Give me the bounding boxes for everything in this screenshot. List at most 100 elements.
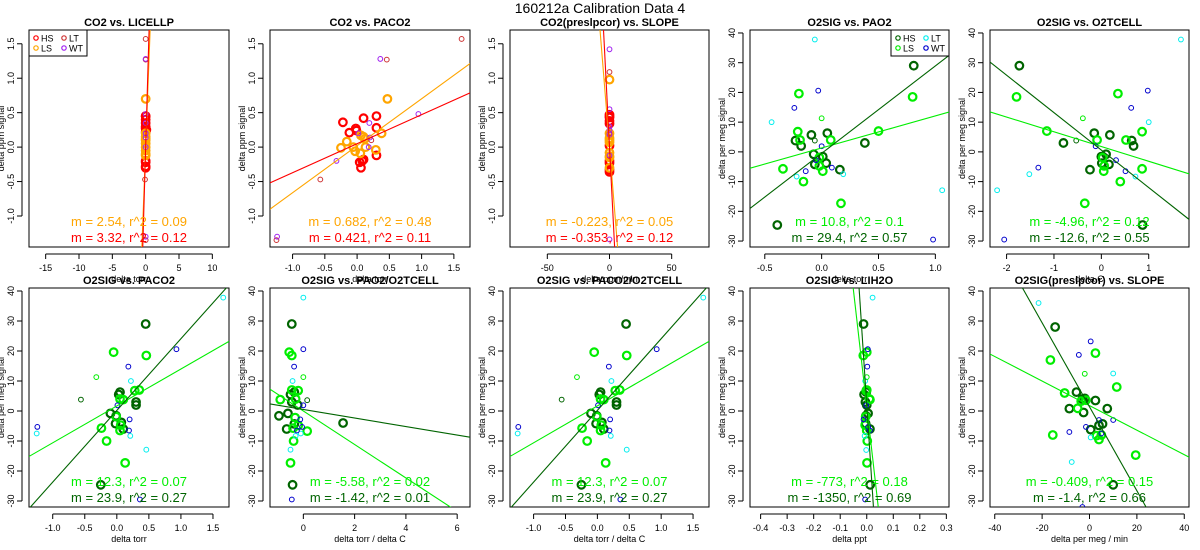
x-tick-label: 0.0 [111, 523, 124, 533]
fit-annotation: m = 3.32, r^2 = 0.12 [71, 230, 187, 245]
data-point-ls [101, 436, 112, 446]
x-tick-label: -0.4 [753, 523, 769, 533]
data-point-lt [861, 433, 868, 439]
y-axis-label: delta per meg signal [0, 357, 6, 438]
data-point-hs [809, 159, 820, 170]
y-tick-label: 0 [247, 408, 257, 413]
y-tick-label: -30 [727, 235, 737, 248]
data-point-wt [860, 416, 867, 423]
data-point-wt [274, 233, 280, 240]
data-point-ls [286, 350, 297, 361]
y-tick-label: 30 [6, 316, 16, 326]
data-point-lt [793, 173, 800, 180]
data-point-ls [285, 458, 296, 468]
y-tick-label: 10 [967, 117, 977, 127]
plot-frame [269, 287, 471, 508]
data-point-ls [795, 135, 805, 145]
legend-marker [33, 45, 39, 51]
data-point-ls [1121, 135, 1131, 145]
x-tick-label: -2 [1003, 263, 1011, 273]
data-point-wt [653, 346, 660, 353]
data-point-lt [142, 36, 149, 42]
data-point-hs [274, 410, 284, 421]
regression-line-hs [602, 30, 616, 247]
y-tick-label: -10 [6, 434, 16, 447]
y-tick-label: -20 [487, 464, 497, 477]
data-point-wt [365, 144, 372, 151]
y-tick-label: -10 [967, 175, 977, 188]
y-tick-label: 10 [727, 117, 737, 127]
plot-area [270, 36, 470, 244]
y-tick-label: -0.5 [247, 174, 257, 190]
plot-frame [749, 287, 950, 508]
data-point-ls [275, 394, 286, 405]
y-tick-label: 20 [967, 346, 977, 356]
y-tick-label: 0 [967, 408, 977, 413]
panel-4: O2SIG vs. PAO2 -0.5 0.0 0.5 1.0 delta torr -30… [717, 17, 950, 284]
y-tick-label: 30 [967, 316, 977, 326]
data-point-hs [772, 220, 783, 230]
data-point-ls [862, 458, 872, 468]
data-point-wt [617, 496, 624, 503]
data-point-lt [317, 176, 324, 183]
y-tick-label: 1.5 [6, 38, 16, 51]
data-point-hs [140, 319, 151, 329]
x-tick-label: -5 [108, 263, 116, 273]
regression-line-hs [990, 61, 1189, 220]
x-tick-label: 4 [403, 523, 408, 533]
data-point-wt [1075, 352, 1082, 358]
data-point-wt [606, 427, 613, 434]
x-tick-label: 0 [1087, 523, 1092, 533]
data-point-hs [604, 167, 615, 177]
x-axis-label: delta ppm/min [581, 274, 638, 284]
x-tick-label: 0.5 [872, 263, 885, 273]
data-point-lt [608, 378, 615, 384]
y-tick-label: 1.0 [487, 72, 497, 85]
data-point-hs-small [558, 396, 565, 403]
data-point-hs [790, 135, 801, 146]
y-tick-label: 1.0 [247, 72, 257, 85]
panel-7: O2SIG vs. PAO2/O2TCELL 0 2 4 6 delta torr / d… [237, 275, 471, 544]
data-point-hs [806, 130, 817, 140]
y-tick-label: 30 [487, 316, 497, 326]
legend-box [28, 29, 88, 57]
y-axis-label: delta per meg signal [477, 357, 487, 438]
legend-label: WT [69, 44, 83, 54]
data-point-hs-small [811, 137, 818, 144]
x-tick-label: -1.0 [45, 523, 61, 533]
data-point-wt [136, 496, 143, 503]
data-point-hs [140, 111, 151, 122]
x-tick-label: -1.0 [285, 263, 301, 273]
x-tick-label: 0 [301, 523, 306, 533]
data-point-lt [811, 36, 818, 43]
legend-marker [61, 35, 67, 41]
data-point-hs [1064, 403, 1075, 414]
panel-title: CO2(preslpcor) vs. SLOPE [540, 17, 679, 29]
data-point-lt [1035, 300, 1042, 306]
data-point-lt [273, 237, 280, 244]
data-point-lt [514, 430, 521, 437]
data-point-ls [129, 385, 140, 396]
y-tick-label: 0 [727, 149, 737, 154]
data-point-lt [287, 446, 294, 453]
fit-annotation: m = 10.8, r^2 = 0.1 [795, 214, 904, 229]
y-tick-label: 40 [967, 28, 977, 38]
data-point-wt [1098, 430, 1105, 437]
data-point-wt [595, 402, 601, 409]
data-point-ls [290, 394, 301, 404]
data-point-wt [1083, 424, 1089, 430]
data-point-ls [120, 458, 131, 468]
y-tick-label: 40 [967, 286, 977, 296]
data-point-ls [115, 420, 126, 431]
data-point-ls [825, 135, 836, 145]
plot-frame [28, 287, 230, 508]
legend-marker [923, 35, 929, 41]
x-tick-label: -40 [988, 523, 1001, 533]
fit-annotation: m = -4.96, r^2 = 0.12 [1029, 214, 1149, 229]
data-point-wt [864, 346, 871, 353]
data-point-ls [836, 198, 846, 209]
x-tick-label: -0.2 [806, 523, 822, 533]
y-axis-label: delta per meg signal [957, 357, 967, 438]
x-tick-label: 0.1 [887, 523, 900, 533]
